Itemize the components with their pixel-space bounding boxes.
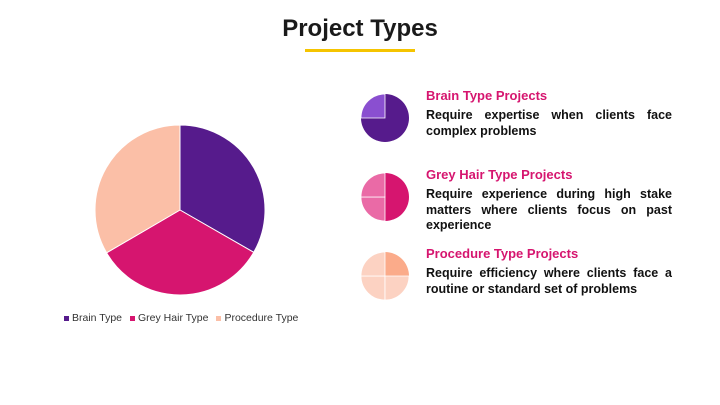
- legend-swatch: [130, 316, 135, 321]
- procedure-type-pie-icon: [360, 251, 410, 301]
- pie-chart: [90, 120, 270, 300]
- legend-label: Brain Type: [72, 312, 122, 324]
- chart-legend: Brain Type Grey Hair Type Procedure Type: [64, 312, 298, 324]
- slide-title: Project Types: [0, 15, 720, 43]
- icon-segment: [385, 276, 409, 300]
- legend-swatch: [64, 316, 69, 321]
- icon-segment: [361, 173, 385, 197]
- card-brain-type: Brain Type Projects Require expertise wh…: [360, 88, 680, 148]
- card-grey-hair-type: Grey Hair Type Projects Require experien…: [360, 167, 680, 227]
- legend-item-brain-type: Brain Type: [64, 312, 122, 324]
- card-title-grey-hair-type: Grey Hair Type Projects: [426, 167, 572, 182]
- icon-segment: [361, 197, 385, 221]
- icon-segment: [361, 94, 385, 118]
- legend-label: Grey Hair Type: [138, 312, 208, 324]
- card-title-procedure-type: Procedure Type Projects: [426, 246, 578, 261]
- legend-swatch: [216, 316, 221, 321]
- card-desc-procedure-type: Require efficiency where clients face a …: [426, 266, 672, 297]
- legend-label: Procedure Type: [224, 312, 298, 324]
- card-title-brain-type: Brain Type Projects: [426, 88, 547, 103]
- card-procedure-type: Procedure Type Projects Require efficien…: [360, 246, 680, 306]
- legend-item-grey-hair-type: Grey Hair Type: [130, 312, 208, 324]
- title-underline: [305, 49, 415, 52]
- card-desc-grey-hair-type: Require experience during high stake mat…: [426, 187, 672, 234]
- legend-item-procedure-type: Procedure Type: [216, 312, 298, 324]
- icon-segment: [361, 276, 385, 300]
- icon-segment: [361, 252, 385, 276]
- grey-hair-pie-icon: [360, 172, 410, 222]
- card-desc-brain-type: Require expertise when clients face comp…: [426, 108, 672, 139]
- brain-type-pie-icon: [360, 93, 410, 143]
